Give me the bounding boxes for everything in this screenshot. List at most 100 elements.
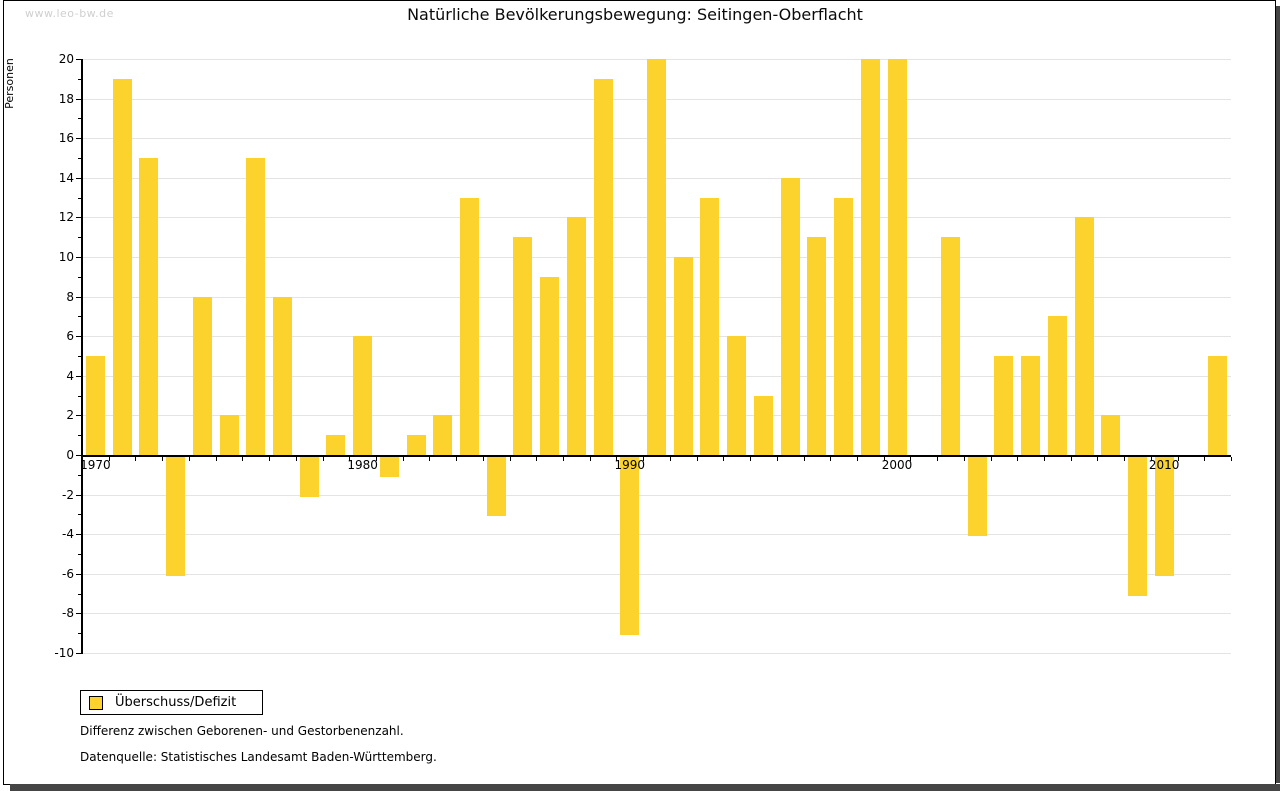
gridline (82, 573, 1231, 575)
y-minor-tick (78, 395, 82, 397)
bar-2000 (887, 59, 907, 455)
y-tick-label: -8 (62, 606, 74, 621)
x-tick (990, 457, 992, 461)
bar-1990 (620, 457, 640, 636)
bar-1993 (700, 197, 720, 455)
x-tick (563, 457, 564, 461)
y-major-tick (76, 455, 82, 456)
y-minor-tick (78, 514, 82, 516)
bar-1974 (192, 296, 212, 455)
bar-1998 (834, 197, 853, 455)
bar-1999 (860, 59, 880, 455)
y-major-tick (76, 98, 82, 100)
x-tick (1017, 457, 1019, 461)
bar-1994 (727, 336, 747, 455)
x-tick (776, 457, 778, 461)
y-minor-tick (78, 276, 82, 278)
y-major-tick (76, 494, 82, 496)
x-tick (509, 457, 511, 461)
bar-1975 (219, 415, 239, 455)
x-tick (82, 457, 83, 461)
bar-1982 (406, 435, 426, 455)
y-major-tick (76, 653, 82, 654)
y-tick-label: 20 (58, 52, 74, 66)
legend-label: Überschuss/Defizit (115, 695, 237, 710)
x-tick (429, 457, 431, 461)
x-tick (589, 457, 591, 461)
x-tick (856, 457, 858, 461)
y-minor-tick (78, 554, 82, 555)
x-tick (242, 457, 244, 461)
watermark-link: www.leo-bw.de (25, 7, 114, 20)
y-major-tick (76, 375, 82, 377)
y-minor-tick (78, 78, 82, 80)
y-major-tick (76, 138, 82, 140)
bar-2002 (940, 237, 960, 455)
y-major-tick (76, 177, 82, 179)
x-tick (963, 457, 965, 461)
x-tick (1231, 457, 1232, 461)
y-minor-tick (78, 633, 82, 635)
bar-1985 (486, 457, 506, 517)
x-tick (536, 457, 538, 461)
x-tick (643, 457, 645, 461)
y-tick-label: 0 (66, 448, 74, 462)
y-minor-tick (78, 237, 82, 239)
x-tick (1097, 457, 1099, 461)
y-major-tick (76, 336, 82, 338)
y-major-tick (76, 59, 82, 60)
x-tick (1044, 457, 1045, 461)
y-minor-tick (78, 118, 82, 120)
gridline (82, 653, 1231, 654)
x-tick (910, 457, 912, 461)
x-tick (803, 457, 805, 461)
bar-1984 (460, 197, 479, 455)
y-minor-tick (78, 316, 82, 318)
bar-1991 (647, 59, 666, 455)
y-tick-label: -4 (62, 527, 74, 542)
bar-1976 (246, 158, 266, 455)
footnote-definition: Differenz zwischen Geborenen- und Gestor… (80, 724, 404, 738)
y-tick-label: 14 (58, 170, 74, 185)
y-major-tick (76, 296, 82, 298)
y-tick-label: 18 (58, 91, 74, 106)
bar-1980 (353, 336, 373, 455)
y-minor-tick (78, 158, 82, 159)
x-tick (830, 457, 832, 461)
bar-1981 (379, 457, 399, 477)
gridline (82, 494, 1231, 496)
y-tick-label: 4 (66, 368, 74, 383)
x-tick (937, 457, 939, 461)
bar-2008 (1101, 415, 1121, 455)
x-tick (616, 457, 618, 461)
x-tick (482, 457, 484, 461)
bar-1996 (780, 177, 800, 455)
y-tick-label: 8 (66, 289, 74, 304)
x-tick (696, 457, 698, 461)
chart-title: Natürliche Bevölkerungsbewegung: Seiting… (407, 5, 863, 24)
gridline (82, 613, 1231, 615)
bar-1986 (513, 237, 533, 455)
bar-1970 (85, 356, 105, 455)
bar-1988 (566, 217, 586, 455)
x-tick (1204, 457, 1206, 461)
bar-1989 (593, 78, 613, 455)
y-tick-label: -10 (54, 646, 74, 660)
y-minor-tick (78, 593, 82, 595)
y-tick-label: 10 (58, 250, 74, 264)
y-axis-line (81, 59, 83, 654)
legend: Überschuss/Defizit (80, 690, 264, 715)
y-minor-tick (78, 435, 82, 437)
y-tick-label: 6 (66, 329, 74, 344)
bar-1987 (540, 276, 560, 455)
y-tick-label: -2 (62, 487, 74, 502)
bar-1977 (272, 296, 292, 455)
legend-swatch-icon (89, 695, 103, 710)
y-tick-label: 12 (58, 210, 74, 225)
y-minor-tick (78, 474, 82, 476)
bar-1978 (299, 457, 319, 497)
page-shadow-bottom (10, 784, 1280, 791)
y-tick-label: -6 (62, 566, 74, 581)
y-major-tick (76, 415, 82, 417)
